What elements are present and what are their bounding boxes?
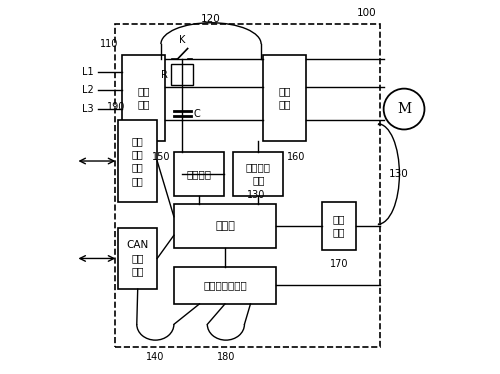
Text: K: K xyxy=(179,35,186,45)
FancyBboxPatch shape xyxy=(118,120,157,202)
FancyBboxPatch shape xyxy=(122,55,164,141)
Text: 170: 170 xyxy=(330,260,348,269)
Text: 编码器接口电路: 编码器接口电路 xyxy=(203,280,247,290)
Text: 160: 160 xyxy=(287,152,306,162)
Text: 逆变
模块: 逆变 模块 xyxy=(278,86,290,110)
Text: C: C xyxy=(194,109,200,119)
FancyBboxPatch shape xyxy=(171,64,193,85)
FancyBboxPatch shape xyxy=(234,152,283,196)
Text: 180: 180 xyxy=(216,352,235,362)
Text: 整流
模块: 整流 模块 xyxy=(137,86,149,110)
Text: M: M xyxy=(397,102,411,116)
FancyBboxPatch shape xyxy=(174,267,276,304)
FancyBboxPatch shape xyxy=(118,228,157,289)
FancyBboxPatch shape xyxy=(322,202,356,250)
Text: 130: 130 xyxy=(389,169,409,179)
Text: L2: L2 xyxy=(82,86,94,95)
Text: 150: 150 xyxy=(152,152,170,162)
Text: CAN
通讯
模块: CAN 通讯 模块 xyxy=(126,240,149,277)
Text: 120: 120 xyxy=(201,14,221,24)
FancyBboxPatch shape xyxy=(263,55,306,141)
Text: L1: L1 xyxy=(82,67,94,77)
Text: L3: L3 xyxy=(82,104,94,114)
Text: 100: 100 xyxy=(356,8,376,18)
Text: 190: 190 xyxy=(107,102,126,112)
Text: 130: 130 xyxy=(247,190,266,200)
Text: R: R xyxy=(161,70,168,80)
FancyBboxPatch shape xyxy=(174,204,276,248)
Text: 驱动放大
电路: 驱动放大 电路 xyxy=(246,162,271,186)
Text: 检测
电路: 检测 电路 xyxy=(333,214,345,237)
Text: 操作
面板
接口
电路: 操作 面板 接口 电路 xyxy=(132,136,143,186)
Text: 开关电源: 开关电源 xyxy=(186,169,212,179)
Text: 处理器: 处理器 xyxy=(215,221,235,231)
Text: 110: 110 xyxy=(100,39,118,49)
FancyBboxPatch shape xyxy=(174,152,224,196)
FancyBboxPatch shape xyxy=(114,24,380,347)
Text: 140: 140 xyxy=(146,352,165,362)
